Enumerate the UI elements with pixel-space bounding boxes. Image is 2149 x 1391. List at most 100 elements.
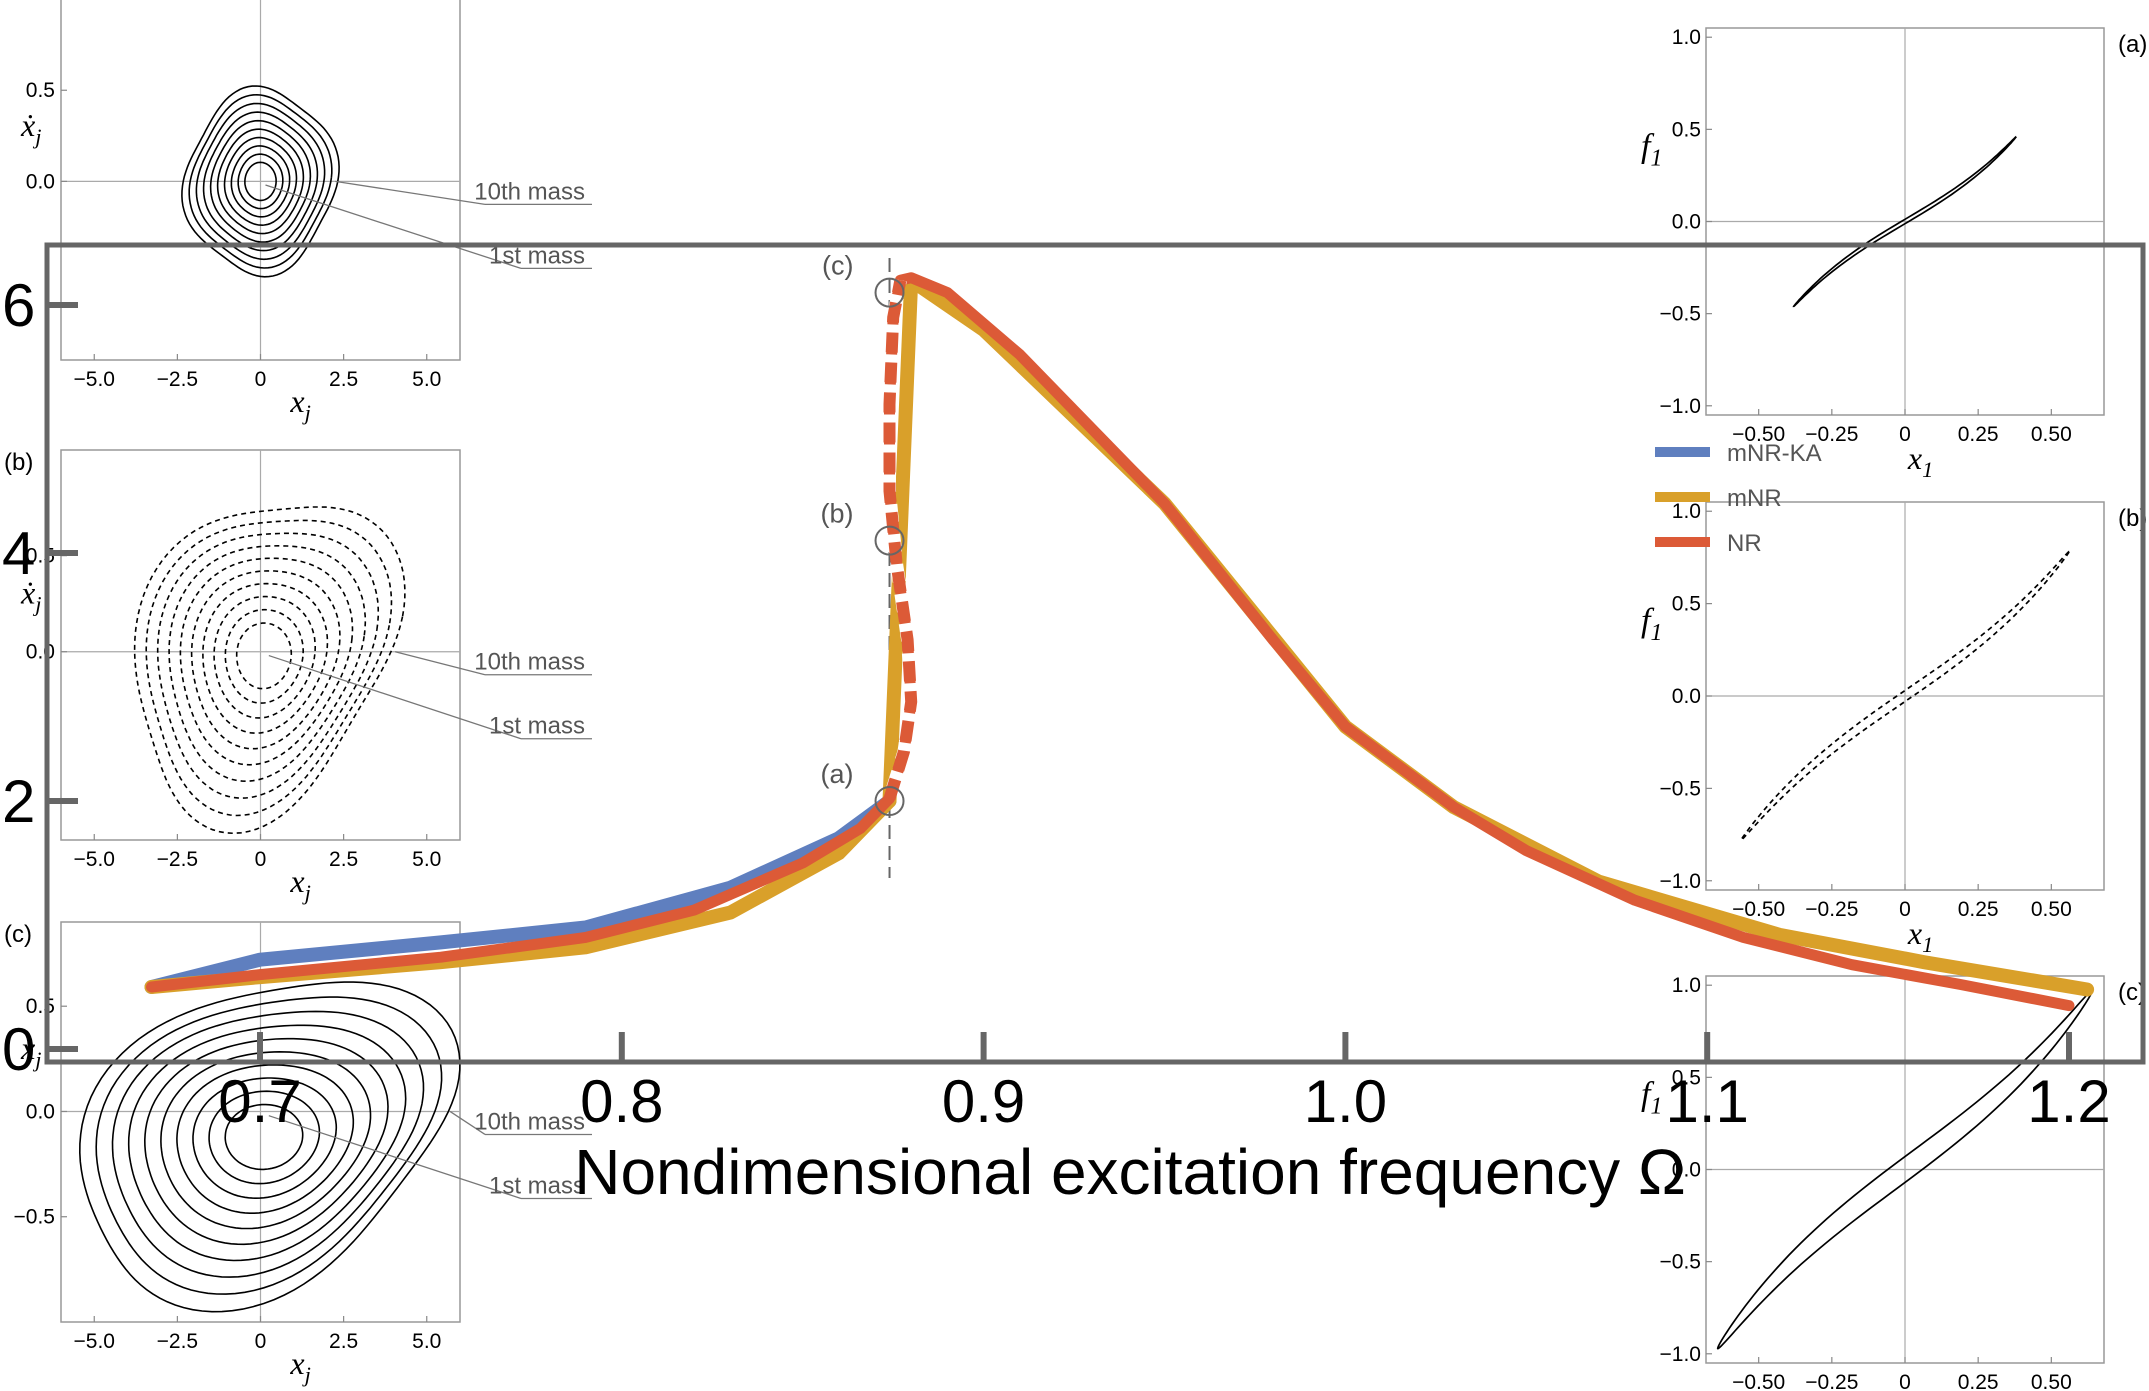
inset-y-tick-label: −0.5 <box>1660 777 1701 800</box>
inset-x-tick-label: 0.25 <box>1958 898 1999 921</box>
inset-x-tick-label: −2.5 <box>157 848 198 871</box>
inset-callout-10th <box>335 180 486 206</box>
inset-x-tick-label: −5.0 <box>74 368 115 391</box>
inset-orbit <box>192 1077 338 1200</box>
inset-y-tick-label: 0.0 <box>1672 211 1701 234</box>
inset-label-1st-mass: 1st mass <box>489 713 585 740</box>
main-unstable-gap <box>883 278 918 801</box>
main-series-lines <box>144 272 2095 1012</box>
inset-x-tick-label: −2.5 <box>157 368 198 391</box>
inset-y-tick-label: 0.0 <box>1672 685 1701 708</box>
inset-x-axis-label: xj <box>289 383 310 425</box>
main-legend: mNR-KA mNR NR <box>1655 440 1822 557</box>
inset-orbit <box>179 557 354 766</box>
main-point-markers: (a) (b) (c) <box>821 251 905 816</box>
inset-y-axis-label: f1 <box>1641 128 1662 172</box>
inset-orbit <box>209 119 312 243</box>
inset-y-tick-label: 0.5 <box>26 79 55 102</box>
inset-orbit <box>223 136 298 227</box>
inset-orbit <box>95 996 443 1295</box>
inset-label-1st-mass: 1st mass <box>489 1172 585 1199</box>
inset-orbit <box>78 981 461 1313</box>
main-x-tick-label: 0.7 <box>218 1068 301 1135</box>
inset-y-tick-label: 1.0 <box>1672 500 1701 523</box>
inset-panel-label: (c) <box>4 921 32 948</box>
main-plot-frame <box>44 242 2146 1065</box>
inset-x-tick-label: −2.5 <box>157 1330 198 1353</box>
inset-x-tick-label: −0.50 <box>1732 1371 1785 1391</box>
inset-x-axis-label: xj <box>289 863 310 905</box>
inset-orbits <box>78 981 461 1313</box>
inset-orbit <box>145 519 393 817</box>
inset-x-tick-label: −0.25 <box>1805 423 1858 446</box>
inset-x-tick-label: −0.25 <box>1805 898 1858 921</box>
inset-orbit <box>202 582 329 734</box>
inset-orbits <box>133 506 406 835</box>
inset-x-axis-label: x1 <box>1907 915 1933 957</box>
inset-x-tick-label: 5.0 <box>412 1330 441 1353</box>
inset-x-tick-label: 0.50 <box>2031 423 2072 446</box>
inset-y-tick-label: 0.0 <box>26 170 55 193</box>
main-point-marker <box>874 786 905 816</box>
main-point-marker <box>874 277 905 308</box>
inset-phase-portrait: −5.0 −2.5 0 2.5 5.0 −0.5 0.0 0.5 10th mass 1st ma… <box>4 921 592 1387</box>
main-unstable-branch <box>883 279 918 801</box>
inset-x-tick-label: −5.0 <box>74 1330 115 1353</box>
inset-callout-10th <box>395 651 486 676</box>
inset-x-tick-label: 0 <box>1899 898 1911 921</box>
inset-callout-1st <box>265 184 522 269</box>
inset-y-axis-label: f1 <box>1641 602 1662 646</box>
inset-y-axis-label: ẋj <box>20 575 41 617</box>
inset-x-tick-label: 0.50 <box>2031 1371 2072 1391</box>
inset-x-tick-label: 0.25 <box>1958 423 1999 446</box>
main-point-label: (a) <box>821 759 854 789</box>
inset-panel-label: (a) <box>2118 31 2147 58</box>
inset-x-tick-label: 2.5 <box>329 1330 358 1353</box>
inset-orbit <box>235 622 293 690</box>
inset-y-tick-label: 0.0 <box>1672 1159 1701 1182</box>
inset-x-tick-label: 0 <box>255 848 267 871</box>
main-x-tick-label: 0.9 <box>942 1068 1025 1135</box>
inset-y-tick-label: 0.0 <box>26 641 55 664</box>
inset-y-tick-label: −1.0 <box>1660 395 1701 418</box>
inset-orbit <box>176 1064 355 1214</box>
inset-y-tick-label: −0.5 <box>1660 303 1701 326</box>
inset-label-10th-mass: 10th mass <box>474 178 585 205</box>
inset-orbit <box>224 608 305 704</box>
inset-y-tick-label: 0.5 <box>1672 118 1701 141</box>
inset-y-axis-label: ẋj <box>20 107 41 149</box>
inset-y-tick-label: 0.5 <box>26 995 55 1018</box>
inset-hysteresis-loop: −0.50 −0.25 0 0.25 0.50 −1.0 −0.5 0.0 0.5 1.0 f1 x1… <box>1641 26 2147 482</box>
inset-y-tick-label: −1.0 <box>1660 1343 1701 1366</box>
inset-orbit <box>213 595 316 719</box>
inset-orbit <box>230 145 291 218</box>
inset-x-tick-label: 2.5 <box>329 368 358 391</box>
inset-orbit <box>190 570 341 750</box>
main-series-mnr <box>144 273 2095 997</box>
main-x-tick-label: 1.0 <box>1304 1068 1387 1135</box>
inset-orbit <box>216 128 305 235</box>
inset-x-tick-label: −0.25 <box>1805 1371 1858 1391</box>
inset-x-axis-label: xj <box>289 1345 310 1387</box>
main-x-tick-label: 1.1 <box>1665 1068 1748 1135</box>
inset-x-tick-label: 5.0 <box>412 368 441 391</box>
inset-x-tick-label: 5.0 <box>412 848 441 871</box>
inset-x-tick-label: −5.0 <box>74 848 115 871</box>
inset-x-tick-label: 0 <box>1899 1371 1911 1391</box>
inset-orbit <box>208 1090 321 1185</box>
inset-panel-label: (b) <box>4 449 33 476</box>
inset-callout-10th <box>449 1110 486 1136</box>
main-axis-ticks: 0.7 0.8 0.9 1.0 1.1 1.2 0 2 4 6 <box>2 272 2111 1135</box>
main-point-marker <box>874 525 905 556</box>
inset-loop <box>1740 550 2070 842</box>
inset-y-tick-label: 0.5 <box>1672 1066 1701 1089</box>
inset-orbit <box>168 544 367 783</box>
main-point-label: (b) <box>821 499 854 529</box>
inset-callout-1st <box>268 1115 522 1200</box>
legend-label-mnr-ka: mNR-KA <box>1727 440 1822 467</box>
main-y-tick-label: 6 <box>2 272 35 339</box>
